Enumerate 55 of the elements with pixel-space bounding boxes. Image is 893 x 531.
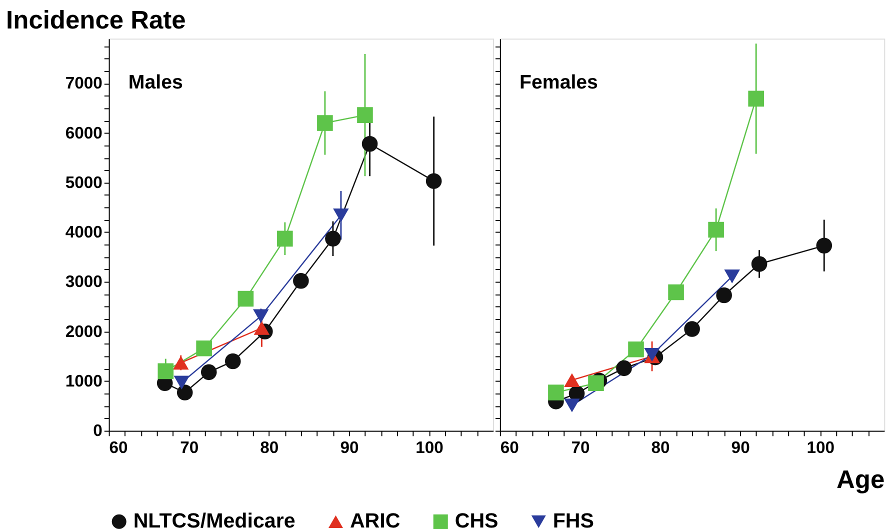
x-tick-label: 80 xyxy=(651,438,670,457)
legend-label: ARIC xyxy=(350,510,400,531)
y-tick-label: 5000 xyxy=(65,172,102,192)
point xyxy=(724,270,740,284)
point xyxy=(293,272,309,289)
x-tick-label: 100 xyxy=(416,438,444,457)
x-tick-label: 60 xyxy=(500,438,519,457)
point xyxy=(426,173,442,189)
annotation: Females xyxy=(520,72,598,94)
point xyxy=(158,363,174,380)
point xyxy=(176,384,193,400)
y-tick-label: 1000 xyxy=(65,372,102,391)
point xyxy=(668,284,684,300)
x-tick-label: 80 xyxy=(260,438,279,457)
x-tick-label: 90 xyxy=(731,438,750,457)
x-tick-label: 60 xyxy=(109,438,128,457)
point xyxy=(708,222,724,238)
point xyxy=(174,376,190,390)
x-axis-title: Age xyxy=(836,466,885,494)
point xyxy=(628,341,644,358)
annotation: Males xyxy=(128,72,183,94)
point xyxy=(816,238,832,254)
point xyxy=(751,256,768,272)
legend-label: CHS xyxy=(454,510,498,531)
point xyxy=(333,208,349,222)
point xyxy=(588,375,604,392)
x-tick-label: 90 xyxy=(340,438,359,457)
point xyxy=(325,230,341,247)
point xyxy=(224,353,241,370)
x-tick-label: 100 xyxy=(806,438,835,457)
point xyxy=(716,287,732,304)
point xyxy=(684,321,700,337)
y-tick-label: 6000 xyxy=(65,123,102,142)
point xyxy=(564,398,580,412)
point xyxy=(196,340,212,356)
point xyxy=(748,90,764,107)
y-tick-label: 3000 xyxy=(65,272,102,292)
y-tick-label: 0 xyxy=(93,421,102,440)
point xyxy=(277,230,293,247)
legend-label: NLTCS/Medicare xyxy=(133,510,296,531)
x-tick-label: 70 xyxy=(571,438,590,457)
point xyxy=(200,364,217,380)
point xyxy=(253,309,269,323)
point xyxy=(317,115,333,131)
point xyxy=(238,290,254,307)
legend-label: FHS xyxy=(552,510,594,531)
x-tick-label: 70 xyxy=(180,438,199,457)
y-tick-label: 4000 xyxy=(65,222,102,242)
chart-title: Incidence Rate xyxy=(6,6,186,34)
point xyxy=(616,360,632,376)
y-tick-label: 2000 xyxy=(65,322,102,341)
y-tick-label: 7000 xyxy=(65,74,102,93)
point xyxy=(362,136,378,152)
point xyxy=(548,384,564,400)
point xyxy=(357,107,373,123)
